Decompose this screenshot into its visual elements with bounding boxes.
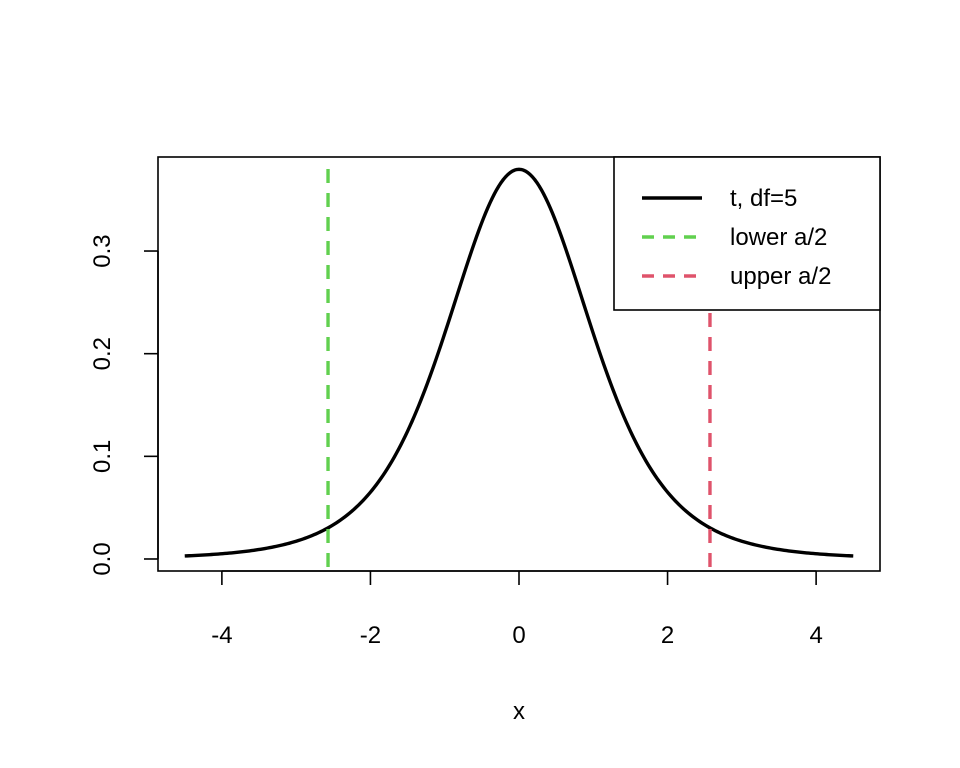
x-tick-label: -2 — [360, 622, 381, 649]
legend: t, df=5 lower a/2 upper a/2 — [613, 156, 881, 311]
x-axis-title: x — [513, 698, 525, 725]
x-tick-label: 0 — [512, 622, 525, 649]
legend-label-2: upper a/2 — [730, 263, 831, 290]
y-tick-label: 0.2 — [89, 337, 116, 370]
y-tick-label: 0.3 — [89, 234, 116, 267]
reference-lines-layer — [326, 169, 712, 571]
curves-layer — [184, 167, 854, 558]
legend-label-0: t, df=5 — [730, 185, 797, 212]
x-tick-label: 2 — [661, 622, 674, 649]
y-axis: 0.0 0.1 0.2 0.3 — [89, 234, 159, 576]
series-line-0 — [184, 167, 854, 558]
y-tick-label: 0.1 — [89, 440, 116, 473]
y-tick-label: 0.0 — [89, 542, 116, 575]
x-tick-label: 4 — [809, 622, 822, 649]
legend-box — [613, 156, 881, 311]
x-axis: -4 -2 0 2 4 — [211, 570, 823, 649]
legend-label-1: lower a/2 — [730, 224, 827, 251]
x-tick-label: -4 — [211, 622, 232, 649]
